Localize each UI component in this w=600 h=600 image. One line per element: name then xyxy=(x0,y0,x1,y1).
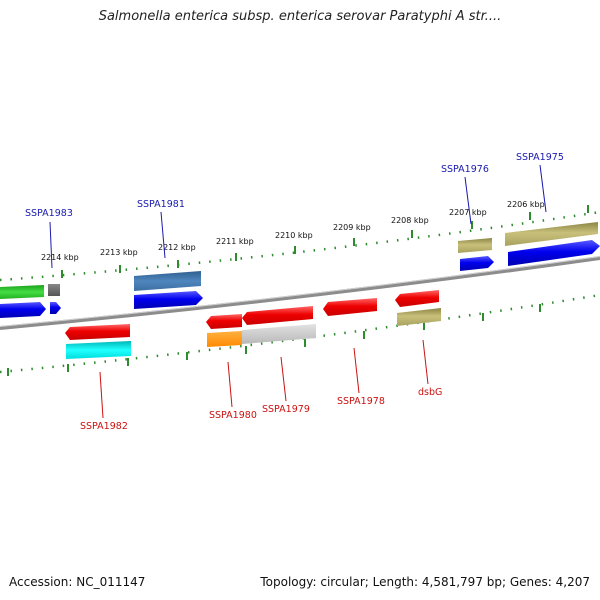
gene-feature-gray-1979[interactable] xyxy=(242,324,316,344)
gene-feature-blue-left[interactable] xyxy=(0,302,46,318)
ruler-label: 2212 kbp xyxy=(158,243,196,252)
map-title: Salmonella enterica subsp. enterica sero… xyxy=(98,9,502,24)
genome-backbone xyxy=(0,256,600,330)
gene-feature-olive-1976[interactable] xyxy=(458,238,492,253)
upper-ruler-dots xyxy=(0,210,600,282)
gene-feature-red-1982[interactable] xyxy=(65,324,130,340)
gene-label-sspa1975[interactable]: SSPA1975 xyxy=(516,152,564,163)
gene-label-sspa1981[interactable]: SSPA1981 xyxy=(137,199,185,210)
ruler-label: 2206 kbp xyxy=(507,200,545,209)
gene-label-sspa1983[interactable]: SSPA1983 xyxy=(25,208,73,219)
gene-feature-blue-mid[interactable] xyxy=(134,291,203,309)
gene-feature-blue-1976[interactable] xyxy=(460,256,494,271)
gene-label-sspa1979[interactable]: SSPA1979 xyxy=(262,404,310,415)
gene-label-sspa1976[interactable]: SSPA1976 xyxy=(441,164,489,175)
ruler-label: 2208 kbp xyxy=(391,216,429,225)
genome-backbone-highlight xyxy=(0,256,600,327)
ruler-label: 2207 kbp xyxy=(449,208,487,217)
lower-ruler xyxy=(0,293,600,376)
gene-feature-red-1980[interactable] xyxy=(206,314,242,329)
gene-feature-red-1978[interactable] xyxy=(323,298,377,316)
gene-feature-red-1979[interactable] xyxy=(242,306,313,325)
genome-summary-text: Topology: circular; Length: 4,581,797 bp… xyxy=(260,575,590,589)
gene-feature-olive-1975[interactable] xyxy=(505,222,598,246)
gene-feature-red-dsbG[interactable] xyxy=(395,290,439,307)
gene-label-sspa1978[interactable]: SSPA1978 xyxy=(337,396,385,407)
ruler-label: 2211 kbp xyxy=(216,237,254,246)
gene-feature-blue-small[interactable] xyxy=(50,302,61,314)
reverse-features xyxy=(65,290,441,359)
label-leaders xyxy=(49,164,547,419)
ruler-labels: 2214 kbp 2213 kbp 2212 kbp 2211 kbp 2210… xyxy=(41,200,545,262)
gene-feature-cyan-1982[interactable] xyxy=(66,341,131,359)
gene-feature-steel[interactable] xyxy=(134,271,201,291)
ruler-label: 2209 kbp xyxy=(333,223,371,232)
gene-feature-green[interactable] xyxy=(0,285,44,299)
gene-feature-dark[interactable] xyxy=(48,284,60,296)
lower-ruler-dots xyxy=(0,293,600,374)
upper-ruler-major-ticks xyxy=(61,205,589,278)
gene-feature-blue-1975[interactable] xyxy=(508,240,600,266)
gene-label-sspa1980[interactable]: SSPA1980 xyxy=(209,410,257,421)
upper-ruler xyxy=(0,205,600,282)
gene-feature-olive-dsbG[interactable] xyxy=(397,308,441,326)
accession-text: Accession: NC_011147 xyxy=(9,575,146,589)
forward-features xyxy=(0,222,600,318)
gene-labels: SSPA1983 SSPA1981 SSPA1976 SSPA1975 SSPA… xyxy=(25,152,564,432)
gene-feature-orange-1980[interactable] xyxy=(207,331,242,347)
ruler-label: 2210 kbp xyxy=(275,231,313,240)
ruler-label: 2213 kbp xyxy=(100,248,138,257)
gene-label-dsbg[interactable]: dsbG xyxy=(418,387,442,398)
gene-label-sspa1982[interactable]: SSPA1982 xyxy=(80,421,128,432)
ruler-label: 2214 kbp xyxy=(41,253,79,262)
lower-ruler-major-ticks xyxy=(7,304,541,376)
